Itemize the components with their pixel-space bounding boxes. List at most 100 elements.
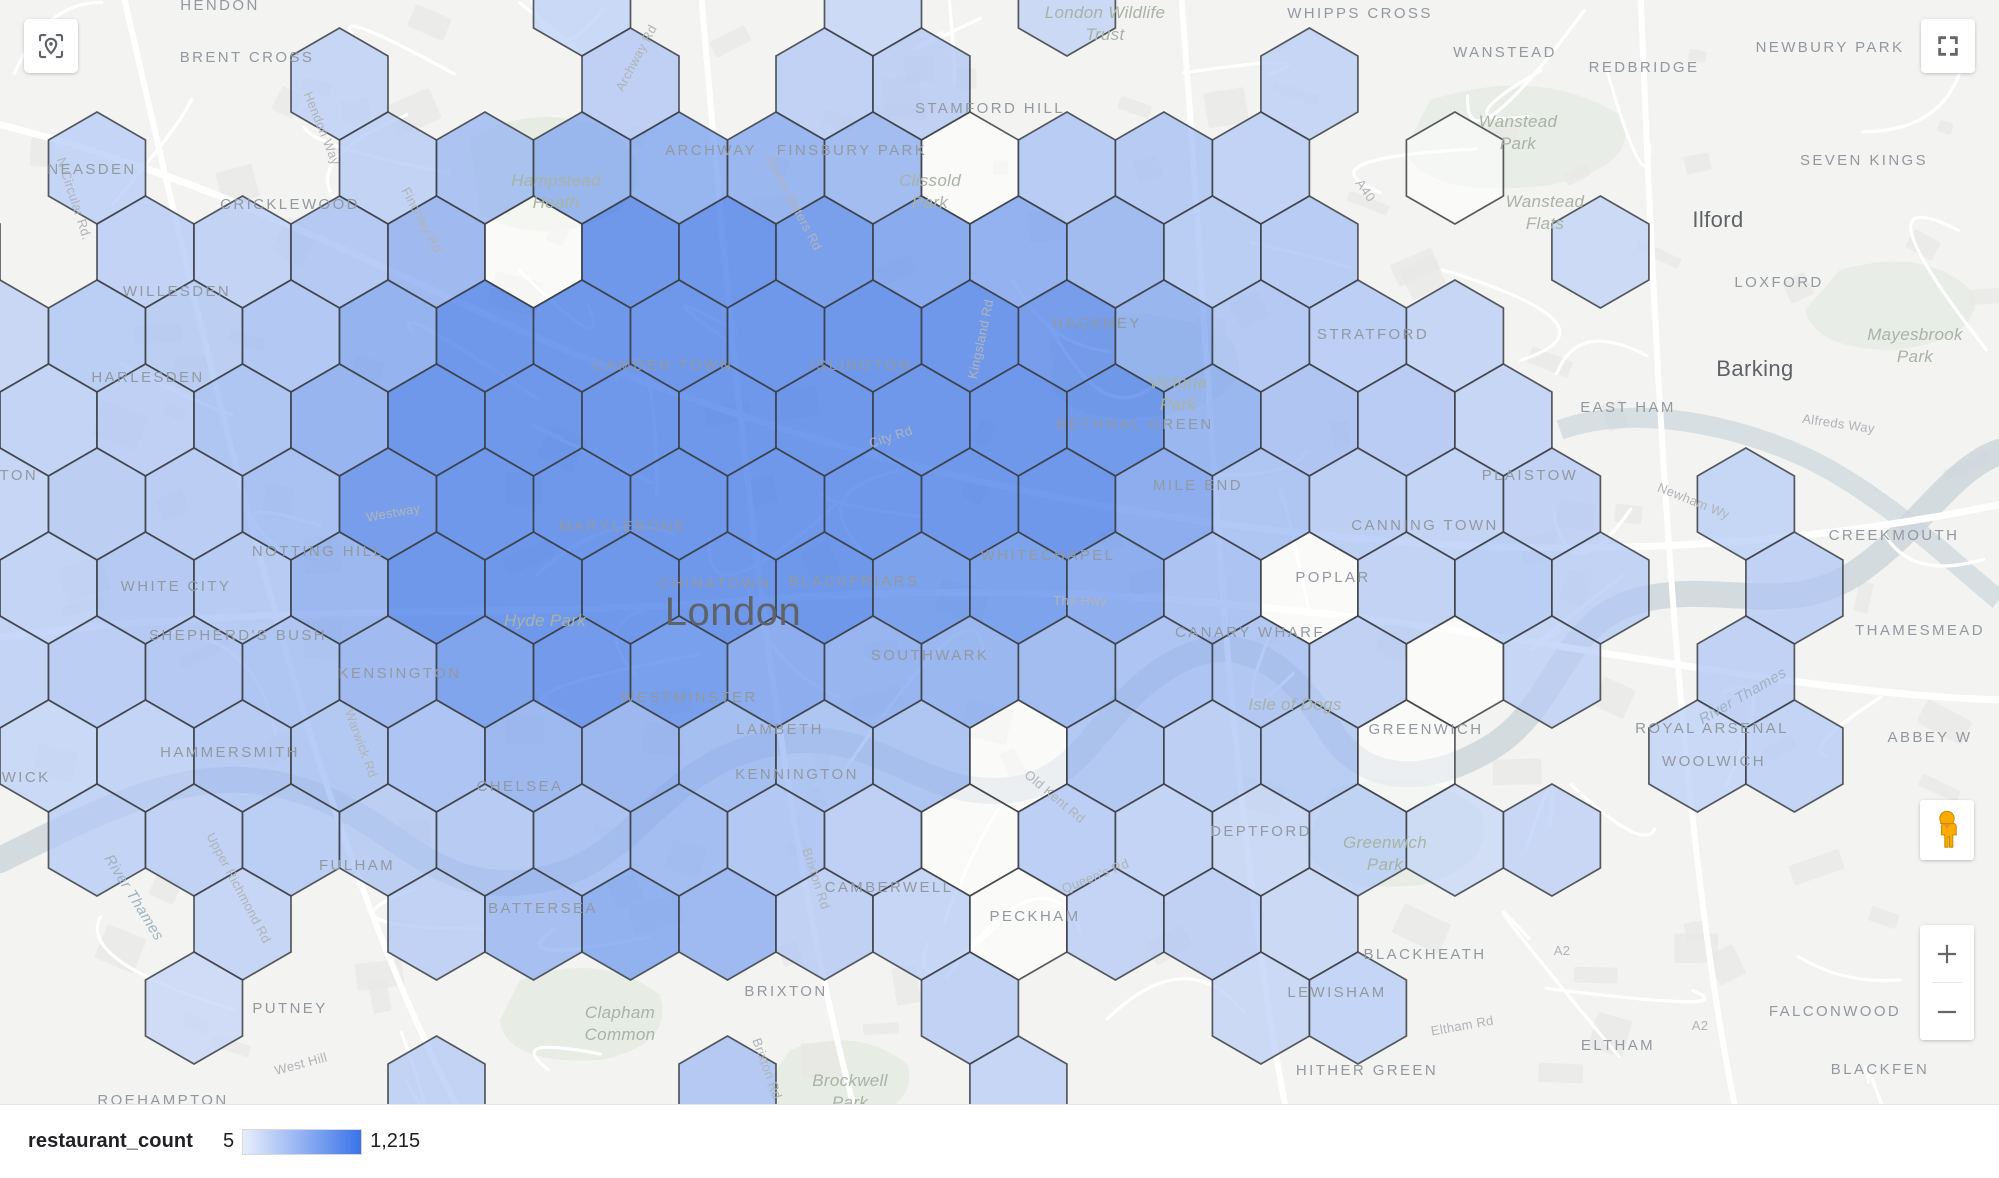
legend-bar: restaurant_count 5 1,215 bbox=[0, 1104, 1999, 1178]
map-label: CREEKMOUTH bbox=[1829, 527, 1960, 544]
map-label: BLACKHEATH bbox=[1364, 946, 1487, 963]
map-label: ELTHAM bbox=[1581, 1037, 1655, 1054]
map-label: WHIPPS CROSS bbox=[1287, 5, 1432, 22]
street-view-pegman-button[interactable] bbox=[1920, 800, 1974, 860]
fullscreen-button[interactable] bbox=[1921, 19, 1975, 73]
map-label: PECKHAM bbox=[990, 908, 1081, 925]
map-label: LEWISHAM bbox=[1287, 984, 1386, 1001]
map-label: HACKNEY bbox=[1052, 315, 1141, 332]
map-label: LAMBETH bbox=[736, 721, 824, 738]
map-svg[interactable]: Archway RdHendon WayFinchley RdN Circula… bbox=[0, 0, 1999, 1104]
map-label: The Hwy bbox=[1053, 593, 1107, 608]
map-label: Brockwell bbox=[812, 1071, 888, 1090]
map-label: CAMDEN TOWN bbox=[593, 357, 734, 374]
map-label: Wanstead bbox=[1506, 192, 1585, 211]
map-label: DEPTFORD bbox=[1210, 823, 1312, 840]
map-label: Flats bbox=[1526, 214, 1565, 233]
map-label: PLAISTOW bbox=[1482, 467, 1578, 484]
map-label: HISWICK bbox=[0, 769, 50, 786]
map-label: Victoria bbox=[1149, 373, 1208, 392]
map-label: WHITECHAPEL bbox=[981, 547, 1116, 564]
map-label: ISLINGTON bbox=[810, 357, 912, 374]
map-label: Clissold bbox=[899, 171, 961, 190]
legend-min-value: 5 bbox=[223, 1130, 234, 1153]
map-label: BRENT CROSS bbox=[180, 49, 314, 66]
map-label: STRATFORD bbox=[1317, 326, 1429, 343]
map-label: HAMMERSMITH bbox=[160, 744, 300, 761]
map-label: Wanstead bbox=[1479, 112, 1558, 131]
map-label: HENDON bbox=[180, 0, 259, 14]
map-label: ACTON bbox=[0, 467, 38, 484]
map-label: A2 bbox=[1554, 943, 1571, 958]
map-label: Park bbox=[1897, 347, 1934, 366]
map-label: Hampstead bbox=[511, 171, 601, 190]
map-label: KENNINGTON bbox=[735, 766, 859, 783]
map-label: THAMESMEAD bbox=[1855, 622, 1985, 639]
map-label: Hyde Park bbox=[504, 611, 587, 630]
map-label: Barking bbox=[1716, 356, 1793, 381]
map-label: FINSBURY PARK bbox=[777, 142, 927, 159]
map-label: BLACKFRIARS bbox=[789, 573, 920, 590]
map-label: Park bbox=[832, 1093, 869, 1104]
map-label: London Wildlife bbox=[1045, 3, 1166, 22]
map-label: Park bbox=[1367, 855, 1404, 874]
map-label: EAST HAM bbox=[1580, 399, 1676, 416]
map-application: Archway Rd Hendon Way Finchley Rd N Circula… bbox=[0, 0, 1999, 1178]
map-label: WHITE CITY bbox=[121, 578, 232, 595]
map-label: PUTNEY bbox=[252, 1000, 327, 1017]
map-label: SHEPHERD'S BUSH bbox=[149, 627, 327, 644]
map-label: LOXFORD bbox=[1734, 274, 1823, 291]
map-label: FULHAM bbox=[319, 857, 395, 874]
map-label: Park bbox=[1160, 395, 1197, 414]
map-label: CRICKLEWOOD bbox=[220, 196, 360, 213]
map-label: Trust bbox=[1086, 25, 1126, 44]
map-label: Park bbox=[912, 193, 949, 212]
map-label: STAMFORD HILL bbox=[915, 100, 1065, 117]
map-label: HITHER GREEN bbox=[1296, 1062, 1438, 1079]
map-label: ABBEY W bbox=[1888, 729, 1973, 746]
map-label: NOTTING HILL bbox=[252, 543, 384, 560]
map-label: ARCHWAY bbox=[665, 142, 757, 159]
map-label: London bbox=[665, 590, 801, 634]
fullscreen-expand-icon bbox=[1935, 33, 1961, 59]
map-label: WANSTEAD bbox=[1453, 44, 1557, 61]
map-label: NEASDEN bbox=[47, 161, 136, 178]
map-label: GREENWICH bbox=[1369, 721, 1484, 738]
map-label: CANARY WHARF bbox=[1175, 624, 1325, 641]
map-label: BATTERSEA bbox=[488, 900, 598, 917]
legend-max-value: 1,215 bbox=[370, 1130, 420, 1153]
map-label: CANNING TOWN bbox=[1351, 517, 1498, 534]
pegman-icon bbox=[1930, 809, 1964, 851]
map-label: Heath bbox=[533, 193, 580, 212]
map-label: Common bbox=[585, 1025, 656, 1044]
map-label: BETHNAL GREEN bbox=[1056, 416, 1213, 433]
map-label: Clapham bbox=[585, 1003, 655, 1022]
zoom-out-button[interactable] bbox=[1920, 983, 1974, 1040]
map-label: WOOLWICH bbox=[1662, 753, 1766, 770]
map-label: MARYLEBONE bbox=[559, 518, 687, 535]
map-label: NEWBURY PARK bbox=[1756, 39, 1905, 56]
map-label: CHELSEA bbox=[477, 778, 564, 795]
map-label: Isle of Dogs bbox=[1248, 695, 1342, 714]
map-label: WILLESDEN bbox=[123, 283, 231, 300]
map-label: BLACKFEN bbox=[1831, 1061, 1929, 1078]
plus-icon bbox=[1934, 941, 1960, 967]
location-pin-crop-icon bbox=[36, 31, 66, 61]
map-canvas[interactable]: Archway Rd Hendon Way Finchley Rd N Circula… bbox=[0, 0, 1999, 1104]
minus-icon bbox=[1934, 999, 1960, 1025]
map-label: KENSINGTON bbox=[339, 665, 462, 682]
map-label: Ilford bbox=[1692, 207, 1743, 232]
map-label: ROEHAMPTON bbox=[97, 1092, 228, 1104]
map-label: WESTMINSTER bbox=[620, 689, 757, 706]
map-label: FALCONWOOD bbox=[1769, 1003, 1901, 1020]
zoom-controls[interactable] bbox=[1920, 925, 1974, 1040]
map-label: POPLAR bbox=[1295, 569, 1370, 586]
locate-button[interactable] bbox=[24, 19, 78, 73]
map-label: ROYAL ARSENAL bbox=[1635, 720, 1789, 737]
zoom-in-button[interactable] bbox=[1920, 925, 1974, 982]
map-label: MILE END bbox=[1153, 477, 1243, 494]
map-label: REDBRIDGE bbox=[1589, 59, 1700, 76]
map-label: SEVEN KINGS bbox=[1800, 152, 1928, 169]
map-label: Mayesbrook bbox=[1867, 325, 1964, 344]
map-label: Greenwich bbox=[1343, 833, 1427, 852]
